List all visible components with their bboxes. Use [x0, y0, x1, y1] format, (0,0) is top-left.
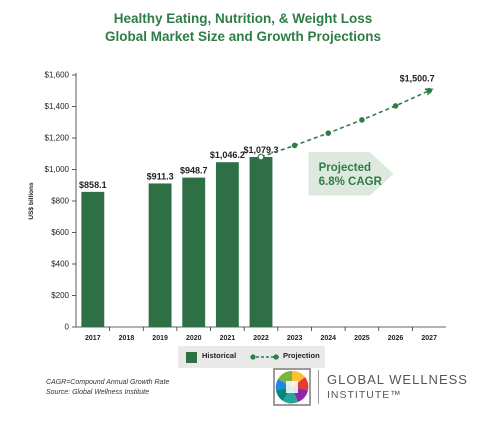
- bar-2021: [215, 162, 239, 327]
- legend-historical-swatch: [186, 352, 197, 363]
- bar-label-2022: $1,079.3: [243, 145, 278, 155]
- x-tick-label: 2025: [354, 335, 370, 342]
- x-tick-label: 2017: [85, 335, 101, 342]
- x-tick-label: 2022: [253, 335, 269, 342]
- note-cagr: CAGR=Compound Annual Growth Rate: [46, 379, 170, 386]
- cagr-label-line2: 6.8% CAGR: [319, 176, 383, 188]
- bar-2020: [182, 177, 206, 327]
- bar-2019: [148, 183, 172, 327]
- x-tick-label: 2027: [421, 335, 437, 342]
- x-tick-label: 2019: [152, 335, 168, 342]
- chart-title-line2: Global Market Size and Growth Projection…: [104, 29, 382, 44]
- projection-arrowhead: [424, 88, 434, 96]
- chart-canvas: US$ billions $1,600 $1,400 $1,200 $1,000 $800…: [28, 71, 446, 342]
- x-tick-label: 2024: [320, 335, 336, 342]
- projection-end-label: $1,500.7: [400, 74, 435, 84]
- projection-point-2025: [359, 117, 365, 123]
- bar-2022: [249, 157, 273, 327]
- chart-legend: Historical Projection: [178, 346, 325, 368]
- projection-point-2024: [325, 130, 332, 136]
- legend-historical-label: Historical: [202, 351, 237, 360]
- legend-projection-label: Projection: [283, 351, 320, 360]
- x-tick-label: 2018: [119, 335, 135, 342]
- projection-line: [260, 89, 430, 158]
- y-tick-label: $800: [51, 197, 69, 206]
- bar-label-2020: $948.7: [180, 166, 208, 176]
- y-axis-label: US$ billions: [28, 182, 35, 220]
- bar-label-2021: $1,046.2: [210, 150, 245, 160]
- cagr-label-line1: Projected: [319, 162, 371, 174]
- y-tick-label: $1,000: [45, 165, 70, 174]
- projection-point-2023: [291, 142, 298, 149]
- logo-line1: GLOBAL WELLNESS: [327, 372, 468, 387]
- chart-title-line1: Healthy Eating, Nutrition, & Weight Loss: [113, 11, 373, 26]
- bar-label-2019: $911.3: [147, 171, 174, 181]
- y-tick-label: 0: [65, 323, 70, 332]
- legend-projection-line: [250, 354, 279, 360]
- x-tick-label: 2023: [287, 335, 303, 342]
- cagr-arrow: [308, 152, 394, 196]
- x-tick-label: 2021: [220, 335, 236, 342]
- projection-point-2022: [257, 153, 265, 161]
- bar-label-2017: $858.1: [79, 180, 107, 190]
- bar-2017: [81, 191, 105, 327]
- y-tick-label: $1,400: [45, 102, 70, 111]
- logo-line2: INSTITUTE™: [327, 389, 402, 401]
- projection-point-2026: [392, 103, 399, 109]
- y-tick-label: $200: [51, 291, 69, 300]
- y-tick-label: $1,600: [45, 71, 70, 80]
- note-source: Source: Global Wellness Institute: [46, 389, 149, 396]
- logo-divider: [318, 370, 319, 404]
- y-tick-label: $400: [51, 260, 69, 269]
- y-tick-label: $600: [51, 228, 69, 237]
- gwi-logo-icon: [273, 368, 311, 406]
- x-tick-label: 2020: [186, 335, 202, 342]
- y-tick-label: $1,200: [45, 134, 70, 143]
- x-tick-label: 2026: [388, 335, 404, 342]
